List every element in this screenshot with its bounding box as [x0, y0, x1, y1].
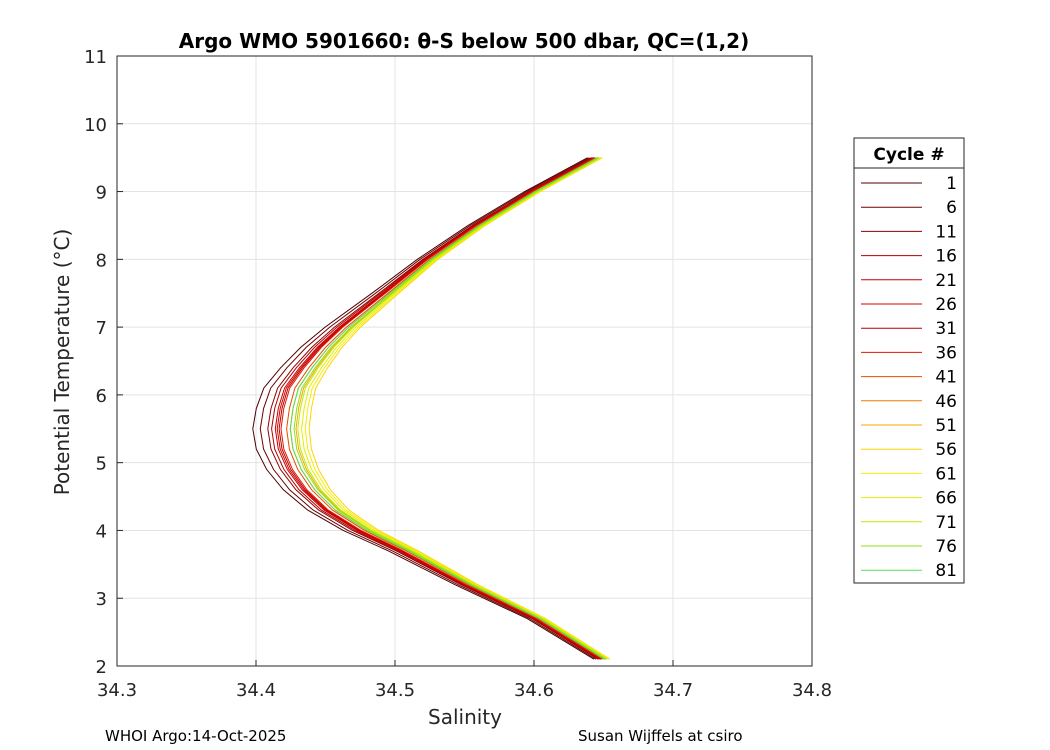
series-line-cycle-1 [252, 157, 595, 660]
footer-left: WHOI Argo:14-Oct-2025 [105, 727, 286, 745]
y-tick-label: 11 [84, 47, 107, 68]
series-line-cycle-41 [286, 157, 604, 660]
legend-label-26: 26 [935, 295, 957, 315]
series-line-cycle-11 [267, 157, 599, 660]
x-ticks: 34.3 34.4 34.5 34.6 34.7 34.8 [97, 660, 832, 701]
chart-title: Argo WMO 5901660: θ-S below 500 dbar, QC… [179, 29, 749, 53]
series-line-cycle-61 [304, 157, 610, 660]
series-line-cycle-16 [271, 157, 600, 660]
y-tick-label: 2 [96, 657, 107, 678]
legend-label-16: 16 [935, 247, 957, 267]
x-tick-label: 34.4 [236, 680, 276, 701]
series-line-cycle-66 [301, 157, 608, 660]
legend-label-46: 46 [935, 392, 957, 412]
x-tick-label: 34.6 [514, 680, 554, 701]
legend-label-31: 31 [935, 319, 957, 339]
series-line-cycle-6 [259, 157, 597, 660]
y-tick-label: 5 [96, 454, 107, 475]
y-tick-label: 6 [96, 386, 107, 407]
legend-label-51: 51 [935, 416, 957, 436]
legend-label-76: 76 [935, 537, 957, 557]
y-tick-label: 8 [96, 250, 107, 271]
x-tick-label: 34.3 [97, 680, 137, 701]
legend-label-71: 71 [935, 513, 957, 533]
y-ticks: 2 3 4 5 6 7 8 9 10 11 [84, 47, 123, 678]
x-tick-label: 34.5 [375, 680, 415, 701]
series-line-cycle-76 [293, 157, 606, 660]
series-line-cycle-71 [297, 157, 607, 660]
y-axis-label: Potential Temperature (°C) [50, 229, 74, 496]
legend-label-56: 56 [935, 440, 957, 460]
legend-label-36: 36 [935, 343, 957, 363]
y-tick-label: 4 [96, 521, 107, 542]
axes-box [116, 55, 813, 667]
legend-label-21: 21 [935, 271, 957, 291]
legend-title: Cycle # [873, 145, 944, 165]
legend-box [853, 137, 965, 584]
legend-label-61: 61 [935, 464, 957, 484]
plot-area [117, 56, 812, 666]
footer-right: Susan Wijffels at csiro [578, 727, 743, 745]
x-axis-label: Salinity [428, 705, 502, 729]
y-tick-label: 3 [96, 589, 107, 610]
series-line-cycle-81 [289, 157, 605, 660]
legend-label-81: 81 [935, 561, 957, 581]
legend-label-6: 6 [946, 198, 957, 218]
y-tick-label: 10 [84, 115, 107, 136]
legend-label-1: 1 [946, 174, 957, 194]
series-line-cycle-56 [308, 157, 611, 660]
x-tick-label: 34.7 [653, 680, 693, 701]
legend-label-41: 41 [935, 368, 957, 388]
legend-label-11: 11 [935, 222, 957, 242]
legend-label-66: 66 [935, 489, 957, 509]
y-tick-label: 9 [96, 183, 107, 204]
x-tick-label: 34.8 [792, 680, 832, 701]
series-line-cycle-36 [280, 157, 603, 660]
series-group [252, 157, 611, 660]
y-tick-label: 7 [96, 318, 107, 339]
